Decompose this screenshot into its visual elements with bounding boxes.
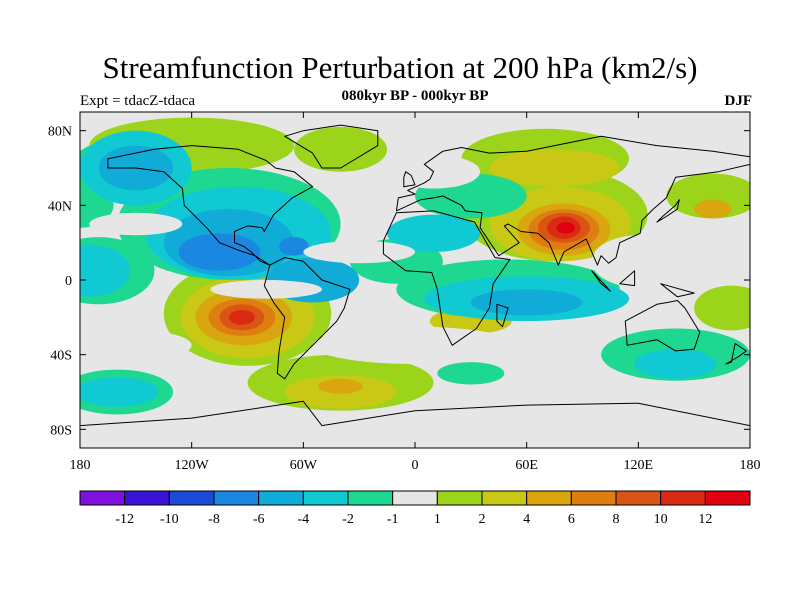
colorbar-swatch [168,490,215,506]
coastline-path [619,270,636,287]
coastline-path [591,270,611,292]
contour-region [80,244,131,297]
coastline-path [382,210,511,346]
contour-region [279,237,309,256]
lon-tick-label: 120W [175,458,210,473]
coastline-path [660,283,695,298]
colorbar-swatch [481,490,528,506]
contour-region [312,326,518,365]
coastline-path [403,171,416,188]
coastline-path [284,124,379,169]
colorbar-level-label: -1 [387,512,399,527]
contour-region [634,349,717,379]
contour-region [303,240,415,264]
colorbar-swatch [526,490,572,506]
experiment-label: Expt = tdacZ-tdaca [80,93,196,109]
contour-region [178,233,261,271]
colorbar-level-label: -6 [253,512,265,527]
contour-region [318,378,363,394]
lon-tick-label: 0 [412,458,419,473]
lon-tick-label: 60E [515,458,538,473]
contour-region [556,222,576,234]
colorbar-level-label: -12 [115,512,134,527]
contour-region [437,362,505,385]
colorbar-level-label: 12 [698,512,712,527]
contour-region [489,149,620,187]
colorbar-level-label: -2 [342,512,354,527]
contour-region [294,126,388,172]
contour-region [694,285,750,331]
contour-region [89,212,183,236]
colorbar-swatch [570,490,617,506]
contour-region [387,214,481,252]
chart-subtitle: 080kyr BP - 000kyr BP [341,88,489,104]
colorbar-level-label: 2 [479,512,486,527]
colorbar-swatch [436,490,483,506]
contour-region [694,199,732,219]
contour-region [591,235,685,288]
lat-tick-label: 0 [65,274,72,289]
season-label: DJF [724,93,753,109]
contour-region [228,309,255,325]
colorbar-level-label: 10 [654,512,668,527]
colorbar-level-label: 4 [523,512,530,527]
colorbar-swatch [213,490,260,506]
colorbar-swatch [392,490,438,506]
colorbar-level-label: -8 [208,512,220,527]
lat-tick-label: 40N [48,199,72,214]
colorbar-level-label: 1 [434,512,441,527]
colorbar-level-label: -10 [160,512,179,527]
axis-ticks: 80N 40N 0 40S 80S 180 120W 60W 0 60E 120E 180 [48,112,761,473]
colorbar-swatch [302,490,349,506]
colorbar-swatch [660,490,706,506]
lon-tick-label: 60W [290,458,318,473]
colorbar-swatch [347,490,394,506]
coastline-path [80,400,750,448]
colorbar-swatch [704,490,751,506]
contour-region [80,330,192,361]
colorbar-swatch [258,490,304,506]
lon-tick-label: 180 [740,458,761,473]
contour-region [470,289,583,316]
coastline-path [107,145,314,266]
coastline-path [395,135,750,266]
lat-tick-label: 80S [50,423,72,438]
colorbar-level-label: -4 [297,512,309,527]
colorbar-swatch [615,490,662,506]
coastline-path [725,343,747,365]
coastline-path [624,300,701,352]
contour-region [191,418,490,441]
colorbar-swatch [124,490,170,506]
coastline-path [496,303,509,328]
coastline-path [263,257,351,380]
colorbar-level-label: 8 [613,512,620,527]
colorbar-level-label: 6 [568,512,575,527]
contour-region [80,377,159,407]
coastlines [80,124,750,448]
coastline-path [656,199,680,223]
lon-tick-label: 180 [70,458,91,473]
colorbar-swatch [79,490,126,506]
lon-tick-label: 120E [624,458,654,473]
lat-tick-label: 40S [50,349,72,364]
chart-title: Streamfunction Perturbation at 200 hPa (… [102,50,698,85]
lat-tick-label: 80N [48,125,72,140]
colorbar: -12 -10 -8 -6 -4 -2 -1 1 2 4 6 8 10 12 [79,490,751,527]
